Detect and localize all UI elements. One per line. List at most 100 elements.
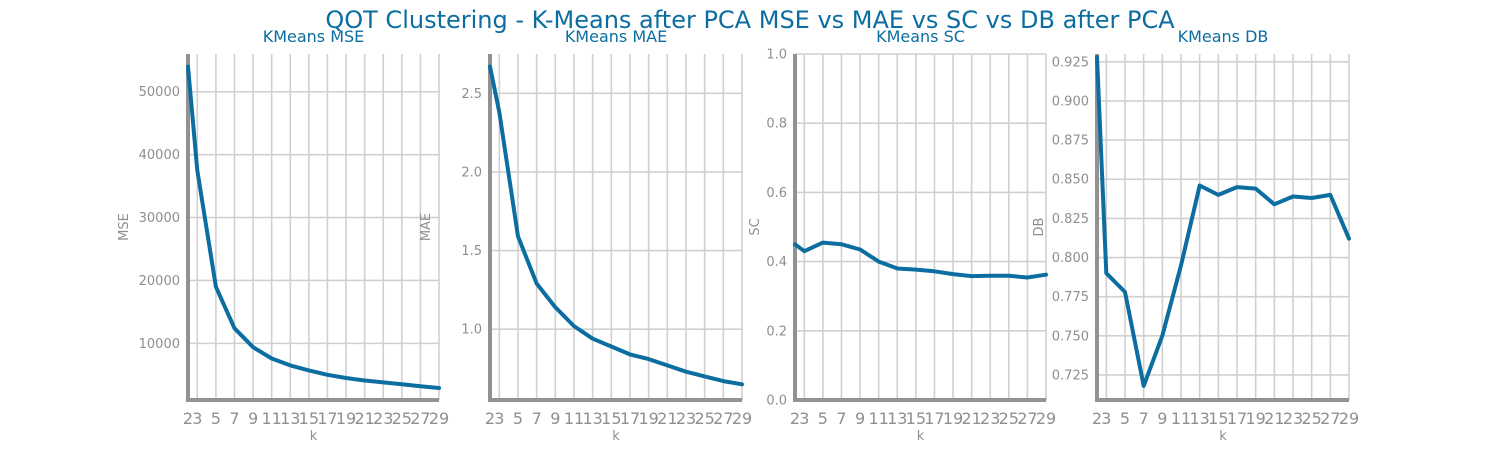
x-tick-label: 7 bbox=[836, 409, 846, 428]
x-tick-label: 17 bbox=[620, 409, 640, 428]
x-tick-label: 13 bbox=[582, 409, 602, 428]
data-point bbox=[914, 268, 918, 272]
data-point bbox=[400, 382, 404, 386]
data-point bbox=[721, 379, 725, 383]
data-point bbox=[684, 370, 688, 374]
x-tick-label: 2 bbox=[183, 409, 193, 428]
x-tick-label: 7 bbox=[229, 409, 239, 428]
x-axis-label: k bbox=[310, 429, 318, 444]
x-tick-label: 7 bbox=[532, 409, 542, 428]
x-tick-label: 21 bbox=[354, 409, 374, 428]
x-tick-label: 19 bbox=[336, 409, 356, 428]
data-point bbox=[381, 380, 385, 384]
data-point bbox=[895, 267, 899, 271]
x-axis-label: k bbox=[612, 429, 620, 444]
x-tick-label: 15 bbox=[601, 409, 621, 428]
data-point bbox=[535, 282, 539, 286]
data-point bbox=[591, 337, 595, 341]
y-tick-label: 1.0 bbox=[461, 323, 482, 338]
data-point bbox=[497, 110, 501, 114]
x-tick-label: 21 bbox=[1264, 409, 1284, 428]
x-tick-label: 11 bbox=[1171, 409, 1191, 428]
data-point bbox=[609, 345, 613, 349]
x-tick-label: 9 bbox=[550, 409, 560, 428]
data-point bbox=[1347, 237, 1351, 241]
x-tick-label: 9 bbox=[248, 409, 258, 428]
y-tick-label: 0.775 bbox=[1052, 290, 1089, 305]
x-tick-label: 25 bbox=[1301, 409, 1321, 428]
x-tick-label: 13 bbox=[887, 409, 907, 428]
x-tick-label: 3 bbox=[494, 409, 504, 428]
x-tick-label: 15 bbox=[1208, 409, 1228, 428]
data-point bbox=[186, 65, 190, 69]
data-point bbox=[858, 247, 862, 251]
x-tick-label: 29 bbox=[732, 409, 752, 428]
x-tick-label: 23 bbox=[1283, 409, 1303, 428]
chart-title-sc: KMeans SC bbox=[876, 27, 965, 46]
data-point bbox=[1095, 55, 1099, 59]
x-tick-label: 29 bbox=[1036, 409, 1056, 428]
y-tick-label: 0.2 bbox=[766, 324, 787, 339]
x-axis-label: k bbox=[1219, 429, 1227, 444]
data-point bbox=[307, 368, 311, 372]
x-tick-label: 5 bbox=[818, 409, 828, 428]
x-tick-label: 27 bbox=[410, 409, 430, 428]
y-tick-label: 50000 bbox=[139, 85, 180, 100]
y-tick-label: 0.750 bbox=[1052, 329, 1089, 344]
x-tick-label: 25 bbox=[694, 409, 714, 428]
y-tick-label: 2.0 bbox=[461, 165, 482, 180]
data-point bbox=[1044, 273, 1048, 277]
data-point bbox=[1179, 263, 1183, 267]
y-tick-label: 10000 bbox=[139, 337, 180, 352]
data-point bbox=[1254, 187, 1258, 191]
data-point bbox=[1123, 290, 1127, 294]
data-point bbox=[1328, 193, 1332, 197]
y-tick-label: 30000 bbox=[139, 211, 180, 226]
x-tick-label: 29 bbox=[429, 409, 449, 428]
data-point bbox=[665, 363, 669, 367]
x-tick-label: 19 bbox=[1245, 409, 1265, 428]
x-tick-label: 17 bbox=[317, 409, 337, 428]
data-point bbox=[251, 345, 255, 349]
y-tick-label: 2.5 bbox=[461, 87, 482, 102]
y-tick-label: 0.875 bbox=[1052, 134, 1089, 149]
data-point bbox=[363, 378, 367, 382]
data-point bbox=[1104, 271, 1108, 275]
x-tick-label: 3 bbox=[192, 409, 202, 428]
data-point bbox=[802, 249, 806, 253]
x-tick-label: 5 bbox=[1120, 409, 1130, 428]
data-point bbox=[932, 269, 936, 273]
x-tick-label: 25 bbox=[392, 409, 412, 428]
data-point bbox=[572, 324, 576, 328]
y-tick-label: 0.800 bbox=[1052, 251, 1089, 266]
x-tick-label: 19 bbox=[943, 409, 963, 428]
x-tick-label: 11 bbox=[261, 409, 281, 428]
data-point bbox=[970, 274, 974, 278]
y-tick-label: 0.900 bbox=[1052, 94, 1089, 109]
y-axis-label: MAE bbox=[419, 213, 434, 241]
x-tick-label: 3 bbox=[1101, 409, 1111, 428]
data-point bbox=[516, 234, 520, 238]
data-point bbox=[553, 305, 557, 309]
data-point bbox=[325, 373, 329, 377]
data-point bbox=[740, 382, 744, 386]
x-tick-label: 3 bbox=[799, 409, 809, 428]
x-tick-label: 23 bbox=[676, 409, 696, 428]
data-point bbox=[647, 357, 651, 361]
y-tick-label: 0.850 bbox=[1052, 173, 1089, 188]
y-tick-label: 0.725 bbox=[1052, 368, 1089, 383]
y-tick-label: 0.8 bbox=[766, 117, 787, 132]
y-tick-label: 0.4 bbox=[766, 255, 787, 270]
data-point bbox=[195, 168, 199, 172]
x-tick-label: 9 bbox=[1157, 409, 1167, 428]
y-tick-label: 20000 bbox=[139, 274, 180, 289]
y-axis-label: MSE bbox=[117, 213, 132, 241]
data-point bbox=[418, 384, 422, 388]
data-point bbox=[1235, 185, 1239, 189]
x-tick-label: 2 bbox=[790, 409, 800, 428]
x-tick-label: 15 bbox=[906, 409, 926, 428]
x-tick-label: 13 bbox=[1189, 409, 1209, 428]
data-point bbox=[1007, 274, 1011, 278]
